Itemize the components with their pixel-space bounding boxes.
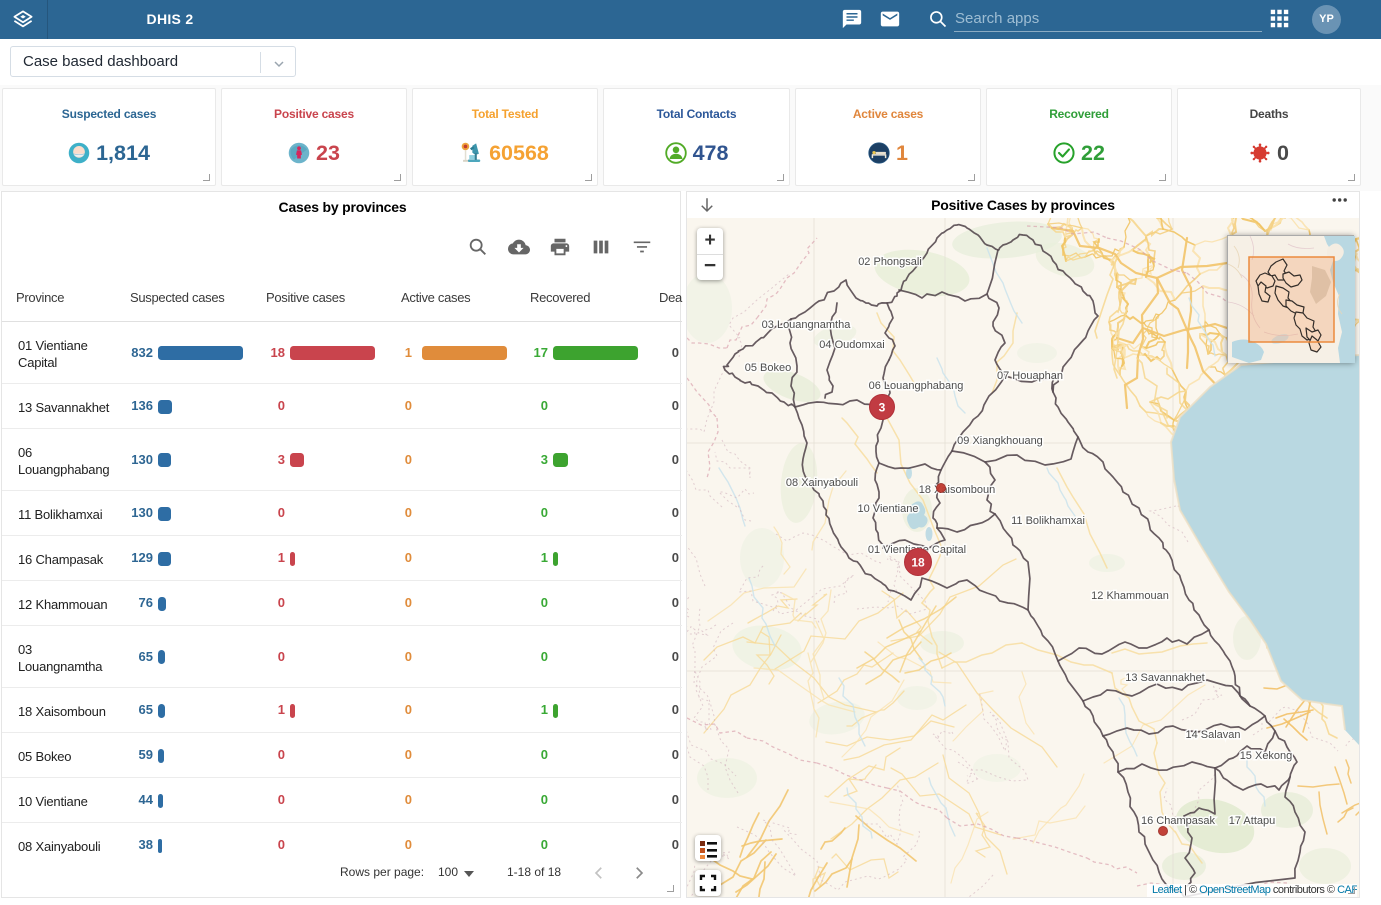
svg-text:15 Xekong: 15 Xekong xyxy=(1240,750,1293,762)
svg-text:06 Louangphabang: 06 Louangphabang xyxy=(869,380,964,392)
svg-text:18: 18 xyxy=(911,556,925,570)
svg-text:11 Bolikhamxai: 11 Bolikhamxai xyxy=(1011,515,1085,527)
svg-text:04 Oudomxai: 04 Oudomxai xyxy=(819,339,884,351)
svg-text:07 Houaphan: 07 Houaphan xyxy=(997,370,1063,382)
svg-text:3: 3 xyxy=(879,401,886,415)
svg-text:03 Louangnamtha: 03 Louangnamtha xyxy=(762,319,852,331)
svg-text:13 Savannakhet: 13 Savannakhet xyxy=(1125,672,1205,684)
svg-text:05 Bokeo: 05 Bokeo xyxy=(745,362,791,374)
svg-text:02 Phongsali: 02 Phongsali xyxy=(858,256,922,268)
svg-text:14 Salavan: 14 Salavan xyxy=(1185,729,1240,741)
svg-text:10 Vientiane: 10 Vientiane xyxy=(858,503,919,515)
svg-text:12 Khammouan: 12 Khammouan xyxy=(1091,590,1169,602)
svg-text:18 Xaisomboun: 18 Xaisomboun xyxy=(919,484,995,496)
svg-text:09 Xiangkhouang: 09 Xiangkhouang xyxy=(957,435,1043,447)
svg-text:16 Champasak: 16 Champasak xyxy=(1141,815,1215,827)
svg-text:08 Xainyabouli: 08 Xainyabouli xyxy=(786,477,858,489)
svg-text:17 Attapu: 17 Attapu xyxy=(1229,815,1276,827)
